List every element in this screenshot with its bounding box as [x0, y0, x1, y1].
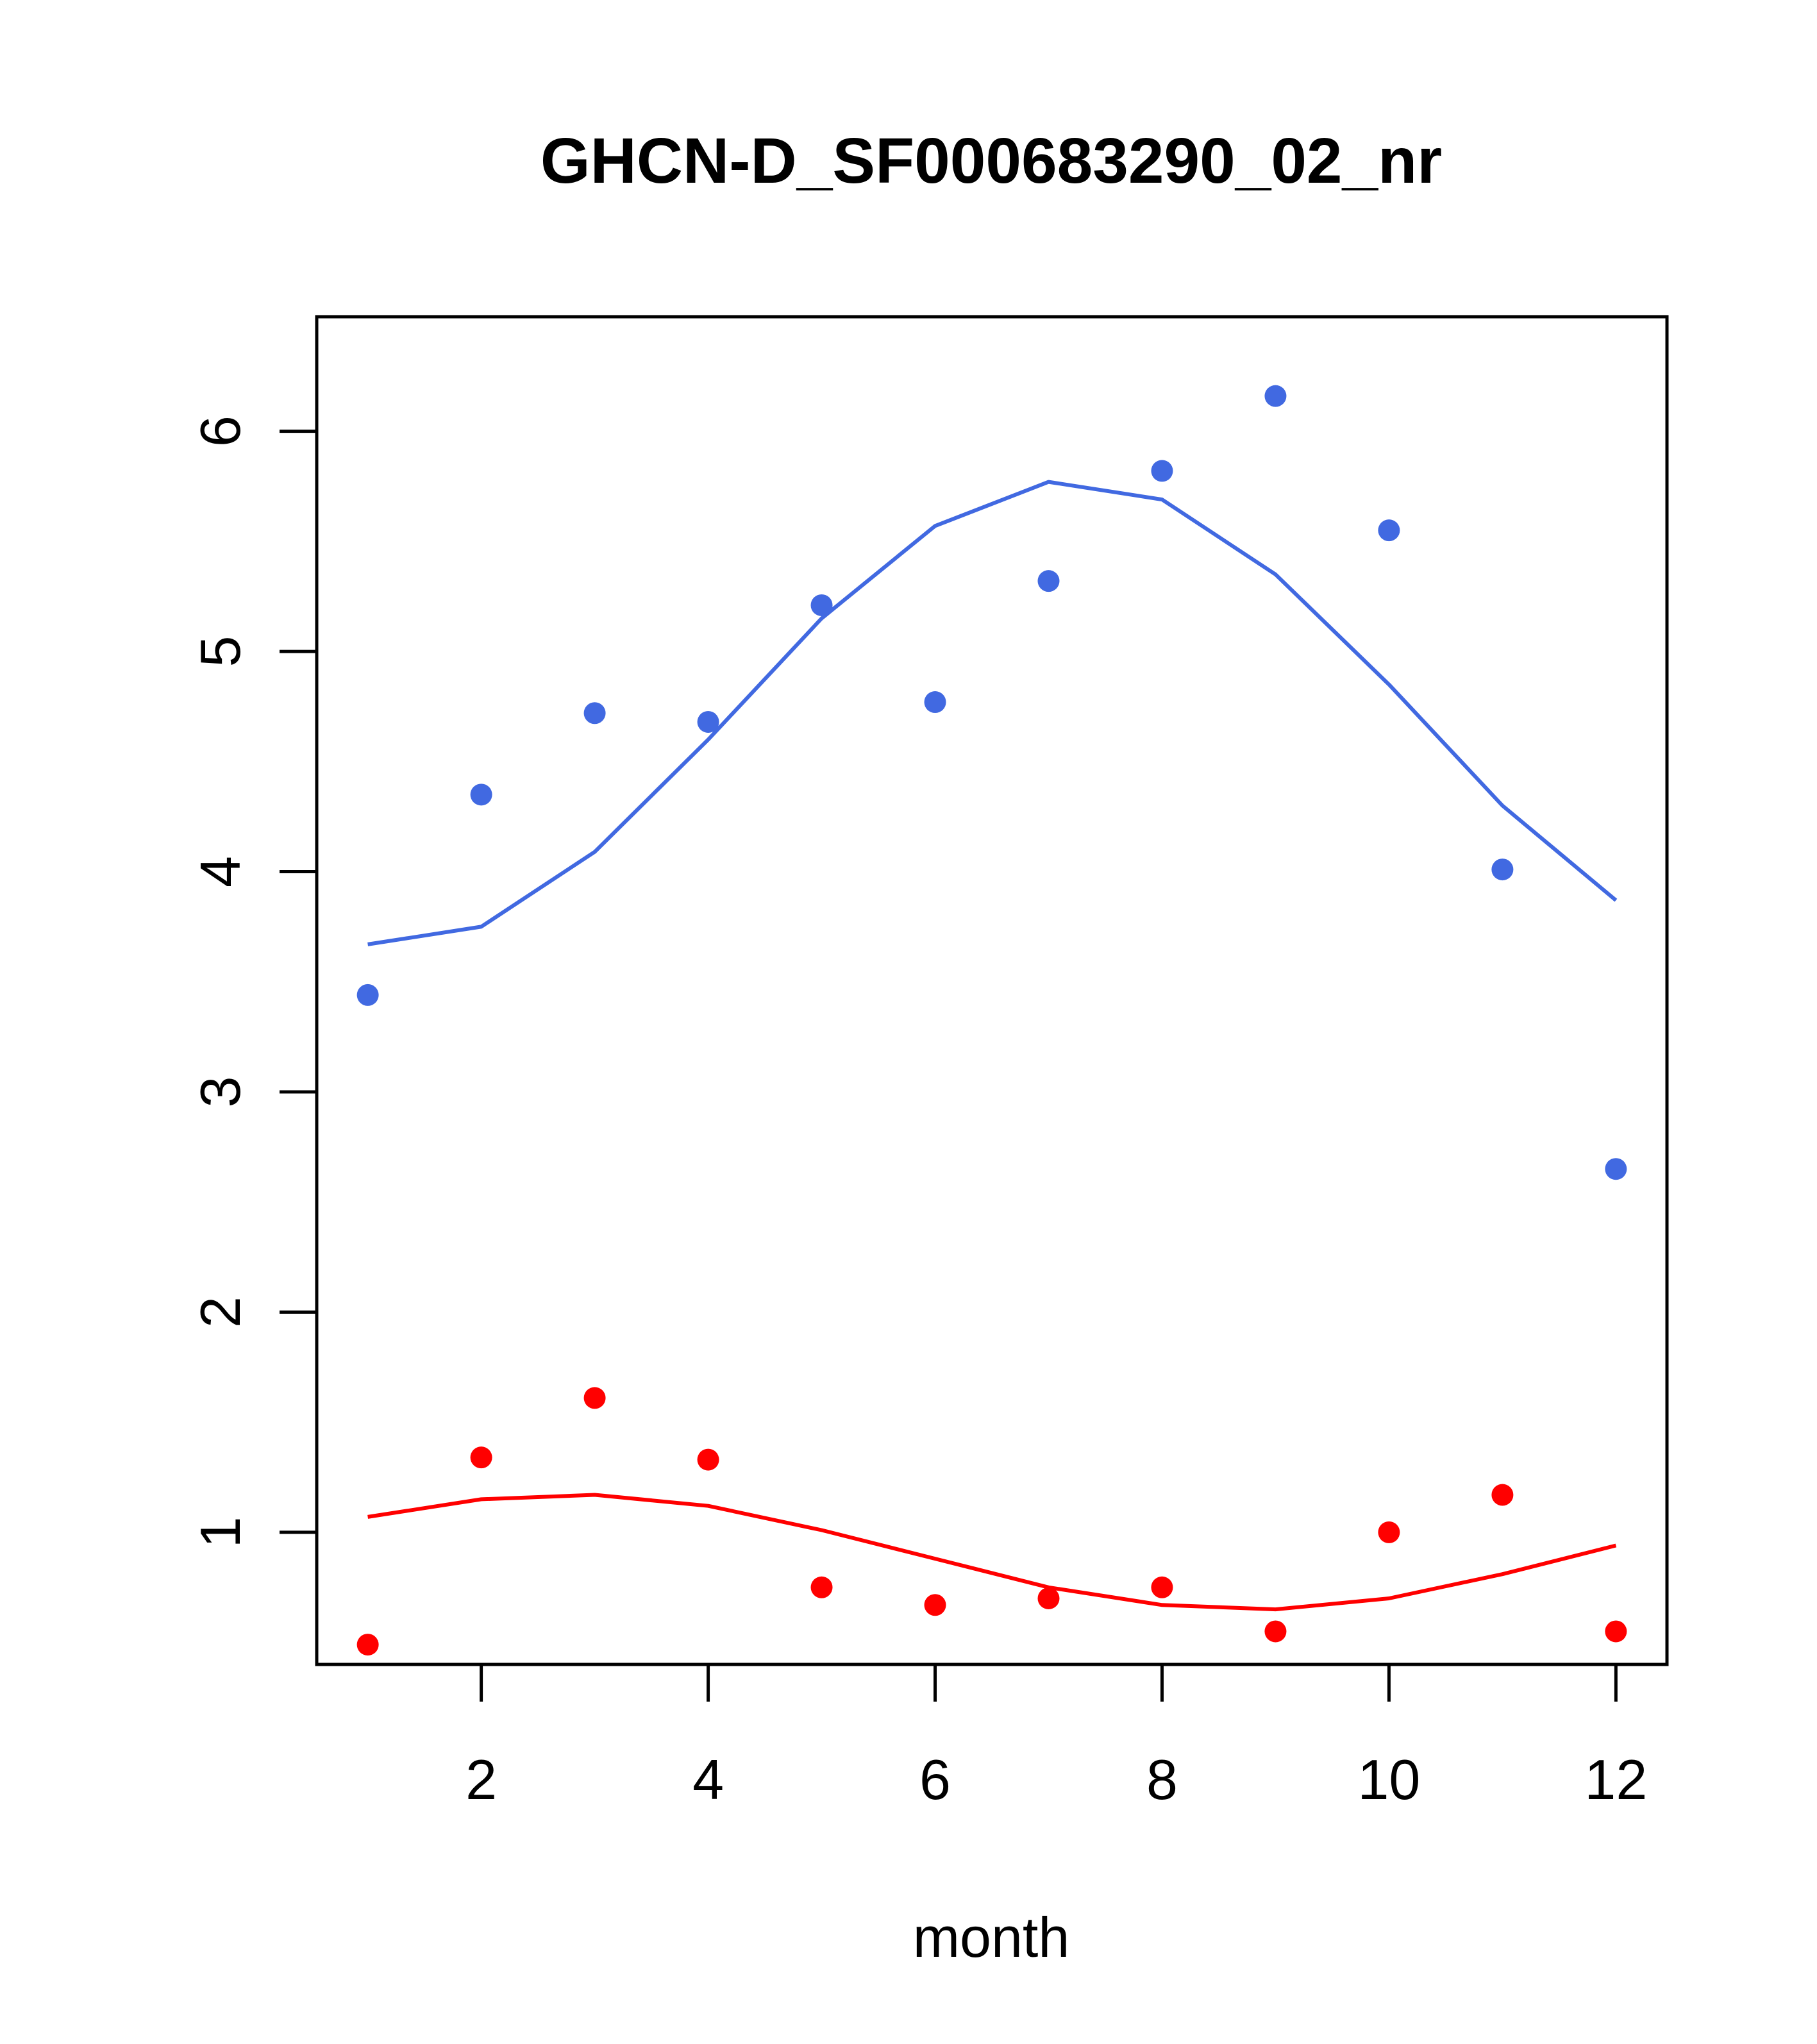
series-2-point-8: [1151, 1576, 1173, 1598]
x-axis: 2 4 6 8 10 12: [465, 1664, 1647, 1811]
series-1-point-10: [1378, 519, 1400, 542]
y-tick-label-5: 5: [188, 636, 252, 667]
series-1-point-7: [1037, 570, 1060, 592]
series-2-point-5: [810, 1576, 833, 1598]
series-1-point-4: [697, 710, 719, 733]
series-1-point-9: [1264, 385, 1287, 407]
series-2-line: [367, 1493, 1617, 1612]
series-1-point-8: [1151, 460, 1173, 482]
y-axis: 1 2 3 4 5 6: [188, 415, 317, 1548]
x-axis-label: month: [913, 1906, 1070, 1969]
x-tick-label-10: 10: [1357, 1748, 1420, 1811]
series-1-point-2: [470, 783, 492, 806]
y-tick-label-2: 2: [188, 1296, 252, 1328]
series-1-point-3: [583, 702, 606, 725]
series-2-point-3: [583, 1387, 606, 1409]
series-2-point-4: [697, 1448, 719, 1471]
series-2-point-12: [1605, 1620, 1627, 1643]
chart-title: GHCN-D_SF000683290_02_nr: [540, 125, 1442, 197]
series-layer: [356, 385, 1627, 1656]
x-tick-label-6: 6: [919, 1748, 951, 1811]
series-2-point-10: [1378, 1521, 1400, 1543]
series-2-point-11: [1491, 1484, 1514, 1506]
series-2-point-1: [356, 1634, 379, 1656]
series-1-point-12: [1605, 1158, 1627, 1180]
series-1-line: [367, 480, 1618, 946]
x-tick-label-2: 2: [465, 1748, 497, 1811]
plot-frame: [315, 315, 1669, 1666]
y-tick-label-6: 6: [188, 415, 252, 447]
series-2-point-6: [924, 1594, 946, 1616]
series-2-point-2: [470, 1446, 492, 1469]
series-1-point-11: [1491, 859, 1514, 881]
x-tick-label-8: 8: [1146, 1748, 1178, 1811]
series-1-point-5: [810, 594, 833, 616]
x-tick-label-4: 4: [692, 1748, 724, 1811]
y-tick-label-1: 1: [188, 1516, 252, 1548]
series-2-point-7: [1037, 1587, 1060, 1609]
series-1-point-1: [356, 984, 379, 1006]
y-tick-label-3: 3: [188, 1076, 252, 1108]
series-2-point-9: [1264, 1620, 1287, 1643]
y-tick-label-4: 4: [188, 856, 252, 887]
series-1-point-6: [924, 691, 946, 714]
x-tick-label-12: 12: [1584, 1748, 1647, 1811]
